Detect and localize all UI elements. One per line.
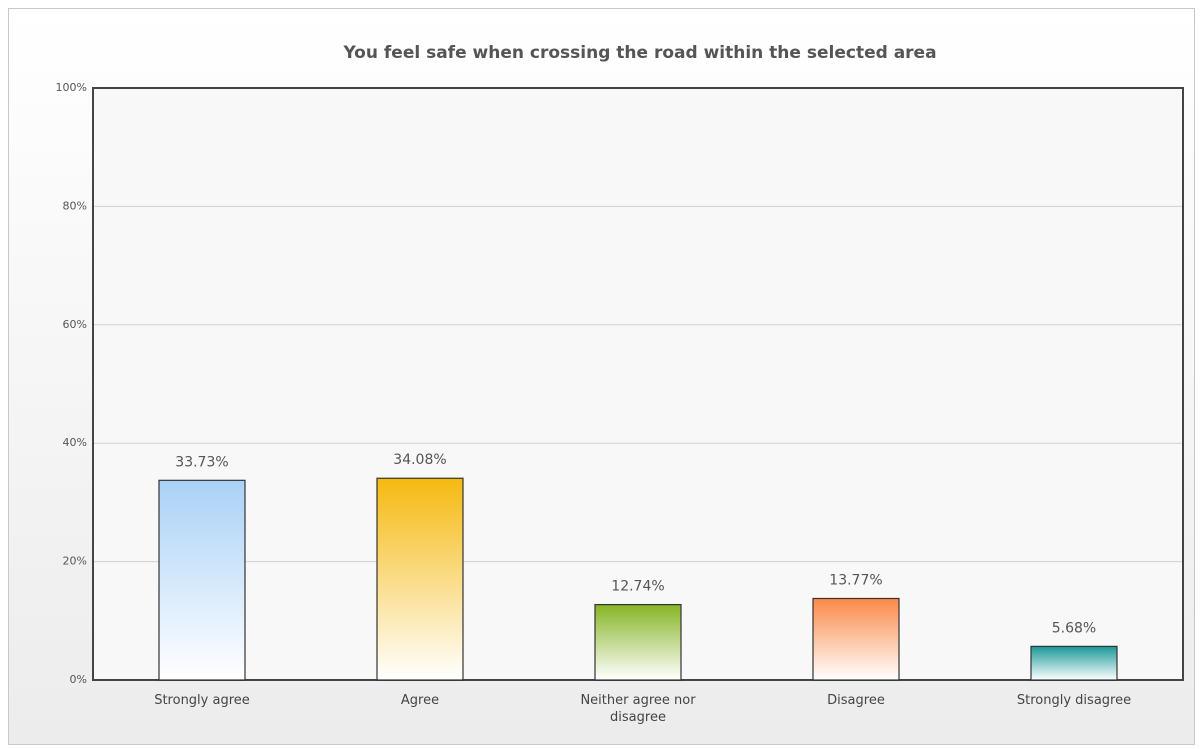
x-tick-label: Agree	[400, 693, 440, 708]
y-tick-label: 60%	[63, 318, 87, 331]
x-tick-label: Disagree	[827, 693, 885, 708]
x-tick-label: Strongly agree	[154, 693, 250, 708]
data-label: 13.77%	[829, 572, 882, 588]
bar	[812, 597, 900, 681]
bar	[376, 477, 464, 681]
data-label: 5.68%	[1052, 620, 1096, 636]
y-tick-label: 0%	[70, 673, 87, 686]
x-tick-label: Strongly disagree	[1016, 693, 1132, 708]
plot-area	[93, 88, 1183, 680]
bar	[158, 479, 246, 681]
y-tick-label: 100%	[56, 81, 87, 94]
data-label: 12.74%	[611, 579, 664, 595]
data-label: 34.08%	[393, 452, 446, 468]
y-tick-label: 40%	[63, 436, 87, 449]
bar	[1030, 645, 1118, 681]
y-tick-label: 20%	[63, 555, 87, 568]
chart-title: You feel safe when crossing the road wit…	[342, 43, 936, 63]
x-tick-label: Neither agree nor disagree	[580, 693, 696, 725]
y-tick-label: 80%	[63, 199, 87, 212]
data-label: 33.73%	[175, 454, 228, 470]
bar	[594, 603, 682, 681]
